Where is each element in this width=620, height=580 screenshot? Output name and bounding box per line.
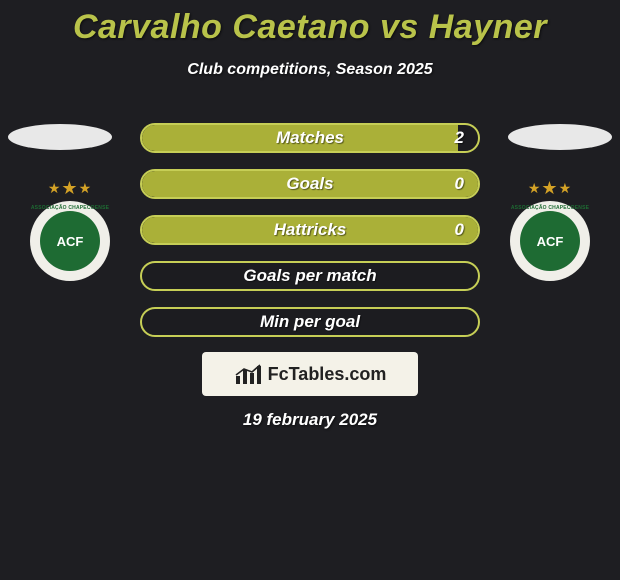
- stats-bars: Matches 2 Goals 0 Hattricks 0 Goals per …: [140, 123, 480, 353]
- bar-label: Goals: [142, 174, 478, 194]
- stat-bar-goals: Goals 0: [140, 169, 480, 199]
- stat-bar-min-per-goal: Min per goal: [140, 307, 480, 337]
- star-icon: ★★★: [20, 178, 120, 199]
- bar-label: Goals per match: [142, 266, 478, 286]
- bar-label: Matches: [142, 128, 478, 148]
- page-title: Carvalho Caetano vs Hayner: [0, 0, 620, 47]
- star-icon: ★★★: [500, 178, 600, 199]
- stat-bar-goals-per-match: Goals per match: [140, 261, 480, 291]
- stat-bar-matches: Matches 2: [140, 123, 480, 153]
- bar-value: 0: [455, 220, 464, 240]
- player-photo-placeholder-right: [508, 124, 612, 150]
- club-initials: ACF: [40, 211, 100, 271]
- player-photo-placeholder-left: [8, 124, 112, 150]
- bar-chart-icon: [234, 362, 262, 386]
- club-initials: ACF: [520, 211, 580, 271]
- date-text: 19 february 2025: [0, 410, 620, 430]
- bar-value: 2: [455, 128, 464, 148]
- brand-text: FcTables.com: [268, 364, 387, 385]
- bar-value: 0: [455, 174, 464, 194]
- club-badge-left: ★★★ ASSOCIAÇÃO CHAPECOENSE ACF: [20, 178, 120, 262]
- club-badge-right: ★★★ ASSOCIAÇÃO CHAPECOENSE ACF: [500, 178, 600, 262]
- stat-bar-hattricks: Hattricks 0: [140, 215, 480, 245]
- brand-badge[interactable]: FcTables.com: [202, 352, 418, 396]
- subtitle: Club competitions, Season 2025: [0, 61, 620, 79]
- bar-label: Min per goal: [142, 312, 478, 332]
- bar-label: Hattricks: [142, 220, 478, 240]
